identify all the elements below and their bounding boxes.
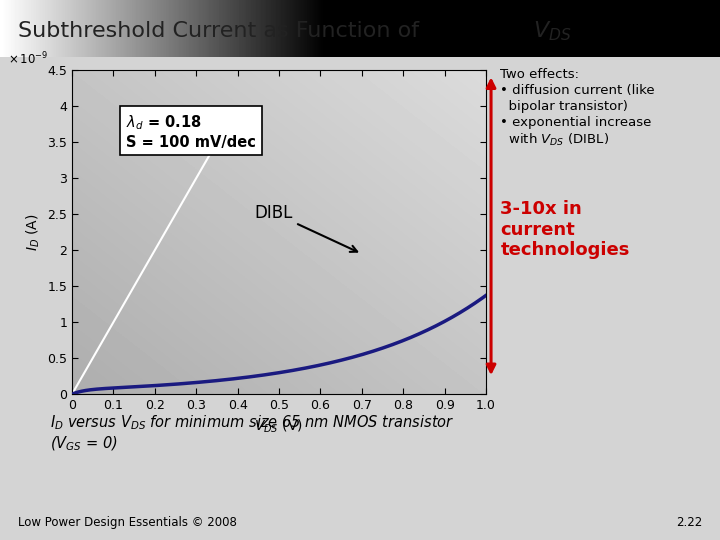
Text: • exponential increase: • exponential increase bbox=[500, 116, 652, 129]
Text: Subthreshold Current as Function of: Subthreshold Current as Function of bbox=[18, 21, 426, 41]
Text: Two effects:: Two effects: bbox=[500, 68, 580, 80]
Text: $\lambda_d$ = 0.18
S = 100 mV/dec: $\lambda_d$ = 0.18 S = 100 mV/dec bbox=[126, 113, 256, 150]
Text: Low Power Design Essentials © 2008: Low Power Design Essentials © 2008 bbox=[18, 516, 237, 529]
Text: 2.22: 2.22 bbox=[676, 516, 702, 529]
Text: $V_{DS}$: $V_{DS}$ bbox=[533, 19, 572, 43]
Text: ($V_{GS}$ = 0): ($V_{GS}$ = 0) bbox=[50, 435, 118, 453]
X-axis label: $V_{DS}$ (V): $V_{DS}$ (V) bbox=[254, 417, 304, 435]
Text: 3-10x in
current
technologies: 3-10x in current technologies bbox=[500, 200, 630, 259]
Text: • diffusion current (like: • diffusion current (like bbox=[500, 84, 655, 97]
Text: $I_D$ versus $V_{DS}$ for minimum size 65 nm NMOS transistor: $I_D$ versus $V_{DS}$ for minimum size 6… bbox=[50, 413, 455, 432]
Text: bipolar transistor): bipolar transistor) bbox=[500, 100, 629, 113]
Y-axis label: $I_D$ (A): $I_D$ (A) bbox=[24, 213, 42, 251]
Text: $\times\,10^{-9}$: $\times\,10^{-9}$ bbox=[8, 50, 48, 67]
Text: with $V_{DS}$ (DIBL): with $V_{DS}$ (DIBL) bbox=[500, 132, 610, 149]
Text: DIBL: DIBL bbox=[254, 204, 357, 252]
